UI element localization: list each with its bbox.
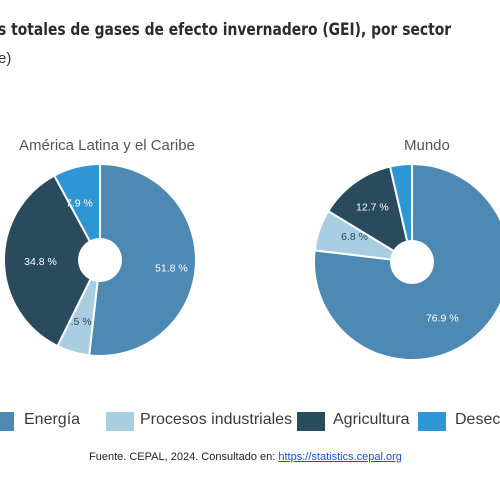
legend-swatch-procesos (106, 412, 134, 431)
source-text: Fuente. CEPAL, 2024. Consultado en: (89, 451, 279, 463)
donut-hole (78, 238, 122, 282)
legend-swatch-energia (0, 412, 14, 431)
legend-label-procesos: Procesos industriales (140, 411, 293, 428)
legend-label-desechos: Desech (455, 411, 500, 428)
chart-subtitle: e) (0, 50, 12, 67)
source-link[interactable]: https://statistics.cepal.org (278, 451, 402, 463)
data-label-agricultura: 34.8 % (24, 256, 57, 268)
legend-label-agricultura: Agricultura (333, 411, 410, 428)
data-label-procesos: 6.8 % (341, 231, 368, 243)
legend-swatch-agricultura (297, 412, 325, 431)
slice-agricultura (326, 165, 414, 265)
slice-desechos (52, 162, 101, 261)
data-label-desechos: 7.9 % (66, 197, 93, 209)
slice-desechos (388, 162, 413, 263)
data-label-agricultura: 12.7 % (356, 202, 389, 214)
legend-label-energia: Energía (24, 411, 81, 428)
source-note: Fuente. CEPAL, 2024. Consultado en: http… (89, 451, 402, 463)
slice-agricultura (3, 174, 102, 348)
pie-title-world: Mundo (404, 137, 450, 154)
donut-chart-latin-america: 51.8 %5.5 %34.8 %7.9 % (3, 162, 197, 357)
data-label-energia: 51.8 % (155, 262, 188, 274)
legend-swatch-desechos (418, 412, 446, 431)
chart-title: s totales de gases de efecto invernadero… (0, 20, 452, 39)
data-label-energia: 76.9 % (426, 313, 459, 325)
slice-energia (88, 162, 197, 357)
donut-chart-world: 76.9 % 6.8 % 12.7 % (313, 162, 500, 361)
donut-hole (390, 240, 434, 284)
pie-title-latin-america: América Latina y el Caribe (19, 137, 195, 154)
legend: Energía Procesos industriales Agricultur… (0, 410, 500, 436)
